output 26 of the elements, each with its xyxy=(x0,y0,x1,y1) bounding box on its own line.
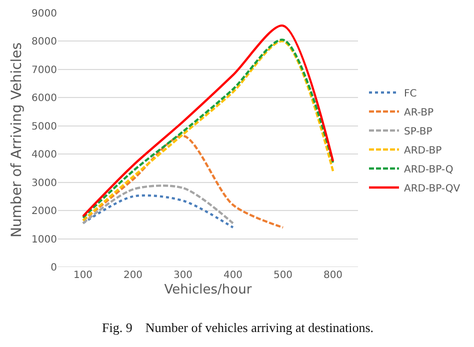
y-axis-title: Number of Arriving Vehicles xyxy=(9,42,26,238)
x-axis-title: Vehicles/hour xyxy=(164,282,252,298)
legend-label: SP-BP xyxy=(404,126,432,138)
y-tick-label: 7000 xyxy=(32,64,57,76)
caption: Fig. 9 Number of vehicles arriving at destinations. xyxy=(102,320,374,335)
legend-label: ARD-BP-Q xyxy=(404,164,454,176)
y-tick-label: 4000 xyxy=(32,150,57,161)
x-tick-label: 800 xyxy=(323,270,343,281)
y-tick-label: 1000 xyxy=(32,234,57,246)
y-tick-label: 2000 xyxy=(32,206,57,218)
x-tick-label: 400 xyxy=(223,270,243,281)
x-tick-label: 100 xyxy=(73,270,93,281)
y-tick-label: 0 xyxy=(50,262,57,274)
legend-label: AR-BP xyxy=(404,107,434,118)
y-tick-label: 8000 xyxy=(32,36,57,48)
legend-label: ARD-BP-QV xyxy=(404,183,460,194)
legend-label: FC xyxy=(404,88,417,100)
y-tick-label: 3000 xyxy=(32,178,57,189)
x-tick-label: 200 xyxy=(123,270,143,281)
y-tick-label: 6000 xyxy=(32,93,57,104)
y-tick-label: 9000 xyxy=(32,8,57,20)
y-tick-label: 5000 xyxy=(32,121,57,132)
legend-label: ARD-BP xyxy=(404,145,442,156)
x-tick-label: 500 xyxy=(273,270,293,281)
line-series xyxy=(82,194,234,229)
x-tick-label: 300 xyxy=(173,270,193,281)
